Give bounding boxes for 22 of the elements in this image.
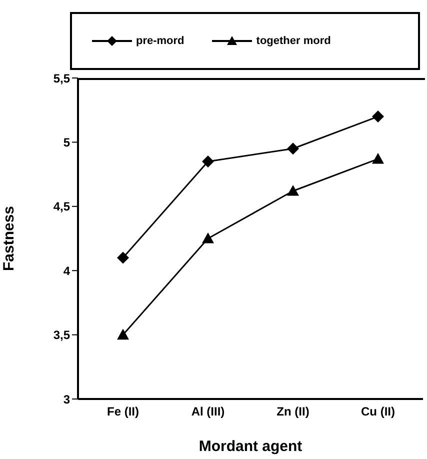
point — [117, 328, 129, 340]
x-axis-title: Mordant agent — [198, 438, 302, 455]
x-tick-label: Al (III) — [191, 404, 225, 419]
y-tick-label: 4,5 — [53, 200, 70, 214]
legend-label: pre-mord — [136, 35, 184, 47]
x-tick-label: Fe (II) — [107, 404, 139, 419]
y-axis-title: Fastness — [0, 206, 18, 272]
point — [372, 152, 384, 164]
point — [287, 184, 299, 196]
x-tick-label: Zn (II) — [276, 404, 310, 419]
y-tick-label: 3 — [63, 392, 70, 406]
y-tick-label: 4 — [63, 264, 70, 278]
point — [117, 252, 129, 264]
y-tick-label: 5,5 — [53, 71, 70, 86]
y-tick-label: 5 — [63, 135, 70, 150]
point — [287, 142, 299, 155]
point — [202, 232, 214, 244]
y-tick-label: 3,5 — [53, 328, 70, 342]
point — [372, 110, 384, 123]
legend-label: together mord — [256, 35, 331, 47]
point — [202, 155, 214, 168]
x-tick-label: Cu (II) — [361, 404, 395, 419]
